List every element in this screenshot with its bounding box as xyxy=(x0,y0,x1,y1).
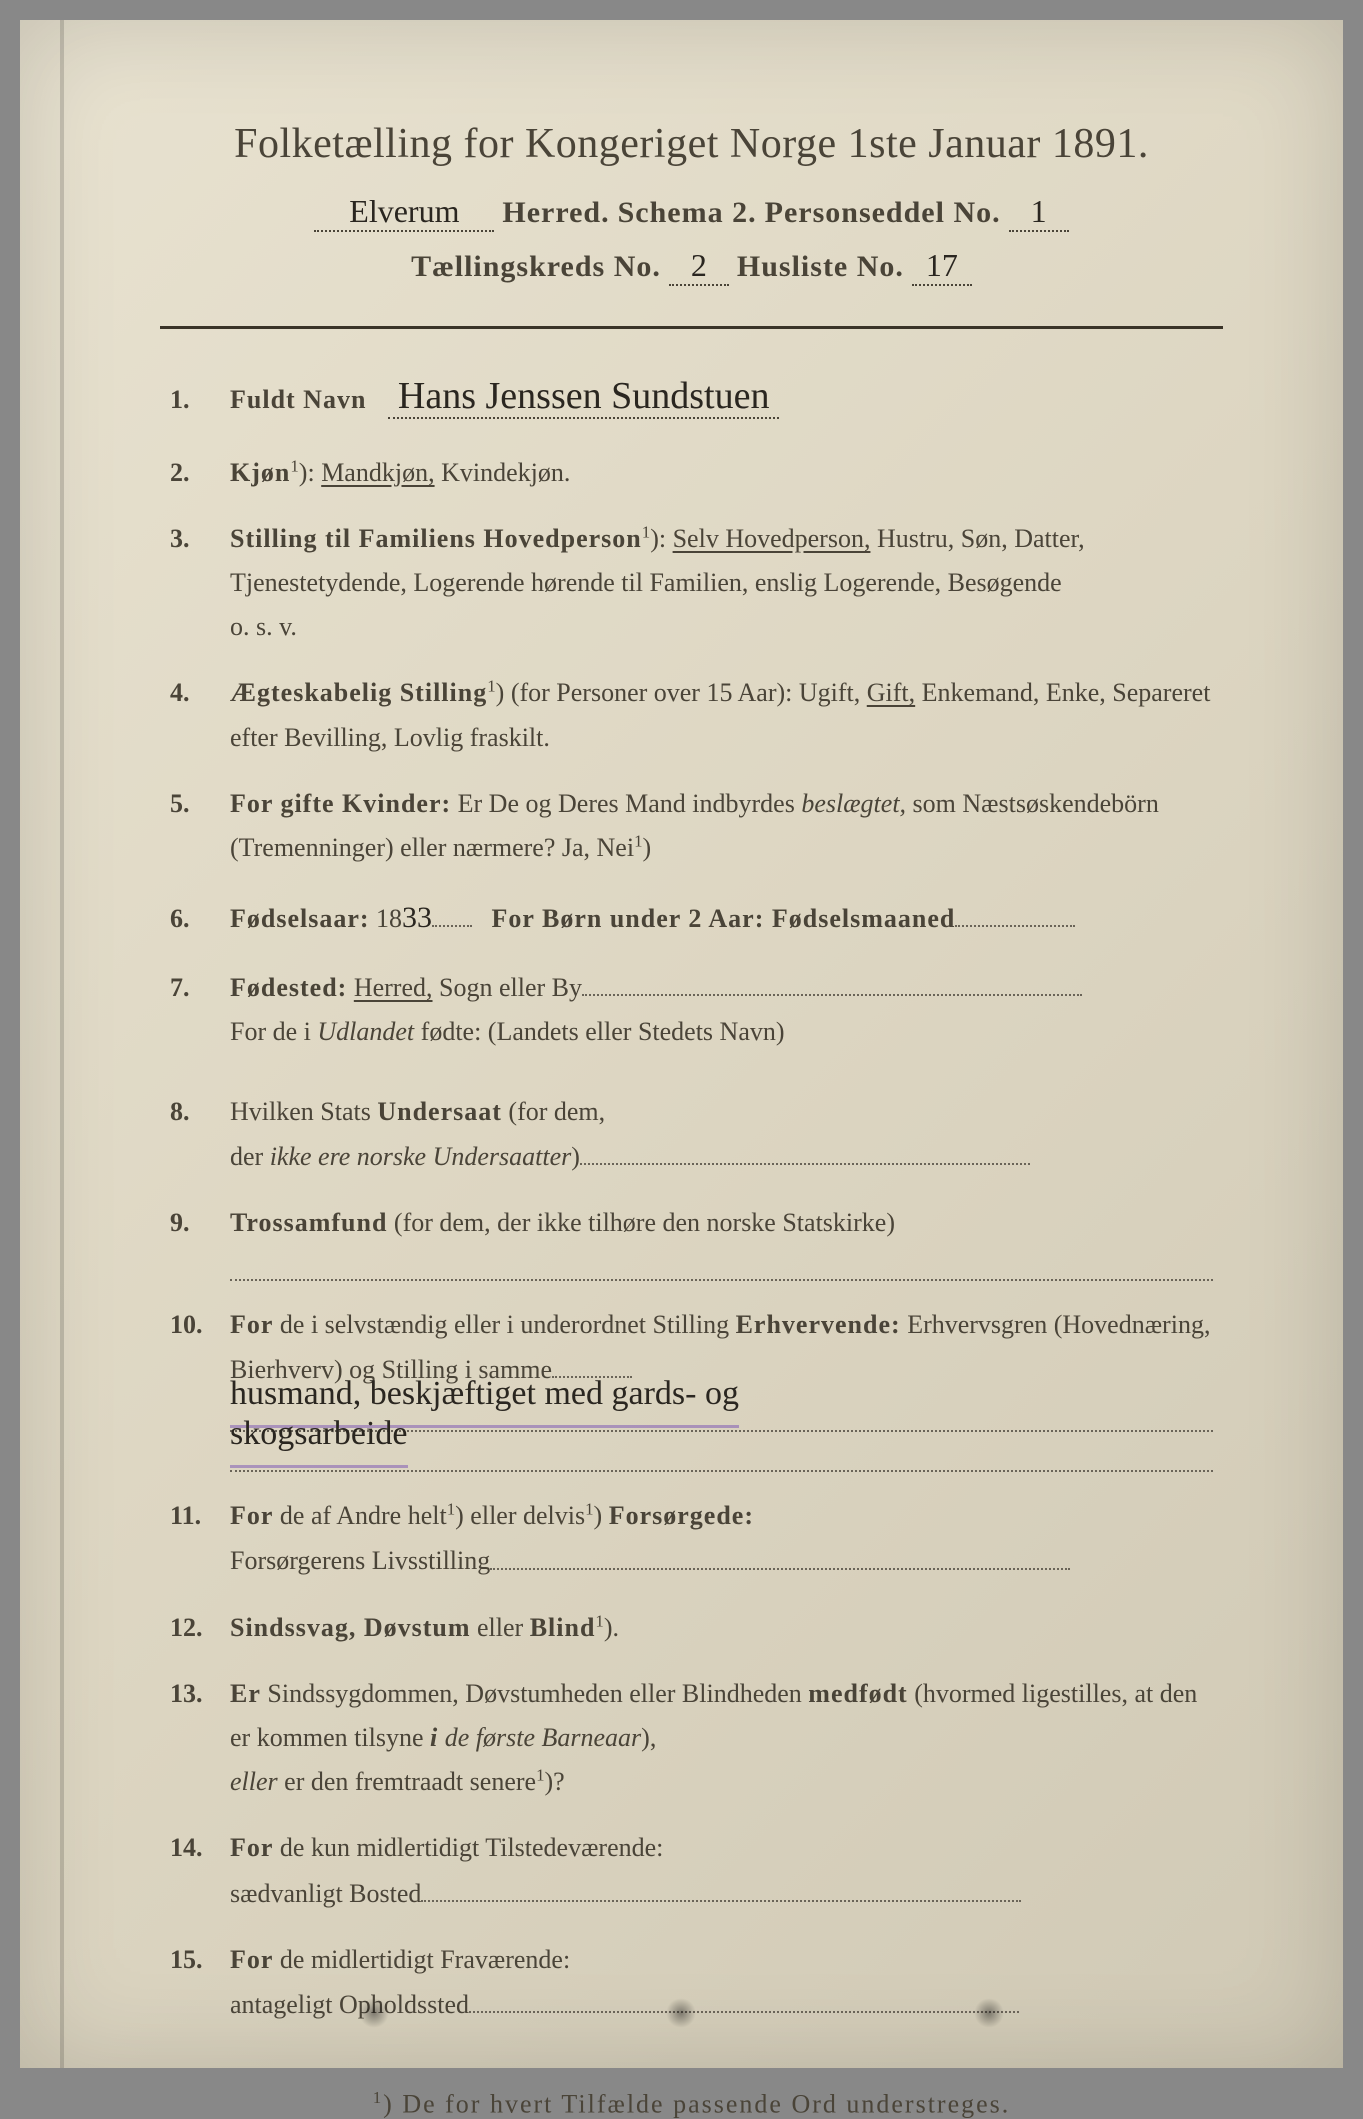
occupation-line-2: skogsarbeide xyxy=(230,1432,1213,1472)
header-divider xyxy=(160,326,1223,329)
position-selected: Selv Hovedperson, xyxy=(673,524,871,553)
herred-label: Herred. xyxy=(502,196,609,230)
num-6: 6. xyxy=(170,897,230,941)
form-header: Folketælling for Kongeriget Norge 1ste J… xyxy=(160,120,1223,286)
footnote: 1) De for hvert Tilfælde passende Ord un… xyxy=(160,2088,1223,2119)
num-14: 14. xyxy=(170,1826,230,1870)
row-11: 11. For de af Andre helt1) eller delvis1… xyxy=(170,1494,1213,1584)
num-2: 2. xyxy=(170,451,230,495)
label-6: Fødselsaar: xyxy=(230,904,370,933)
row-10: 10. For de i selvstændig eller i underor… xyxy=(170,1303,1213,1473)
label-3: Stilling til Familiens Hovedperson xyxy=(230,524,642,553)
row-8: 8. Hvilken Stats Undersaat (for dem, der… xyxy=(170,1090,1213,1180)
occupation-value-2: skogsarbeide xyxy=(230,1405,408,1468)
name-value: Hans Jenssen Sundstuen xyxy=(388,375,780,419)
kreds-value: 2 xyxy=(669,247,729,286)
num-4: 4. xyxy=(170,671,230,715)
row-4: 4. Ægteskabelig Stilling1) (for Personer… xyxy=(170,671,1213,759)
row-6: 6. Fødselsaar: 1833 For Børn under 2 Aar… xyxy=(170,892,1213,943)
row-3: 3. Stilling til Familiens Hovedperson1):… xyxy=(170,517,1213,650)
row-2: 2. Kjøn1): Mandkjøn, Kvindekjøn. xyxy=(170,451,1213,495)
row-9: 9. Trossamfund (for dem, der ikke tilhør… xyxy=(170,1201,1213,1280)
num-12: 12. xyxy=(170,1606,230,1650)
num-9: 9. xyxy=(170,1201,230,1245)
tear-icon xyxy=(974,1998,1004,2028)
label-2: Kjøn xyxy=(230,458,290,487)
tear-icon xyxy=(359,1998,389,2028)
marital-selected: Gift, xyxy=(867,678,915,707)
num-1: 1. xyxy=(170,378,230,422)
num-15: 15. xyxy=(170,1938,230,1982)
header-line-3: Tællingskreds No. 2 Husliste No. 17 xyxy=(160,247,1223,286)
row-7: 7. Fødested: Herred, Sogn eller By For d… xyxy=(170,965,1213,1055)
num-5: 5. xyxy=(170,782,230,826)
gender-selected: Mandkjøn, xyxy=(321,458,434,487)
husliste-value: 17 xyxy=(912,247,972,286)
husliste-label: Husliste No. xyxy=(737,250,904,284)
form-body: 1. Fuldt Navn Hans Jenssen Sundstuen 2. … xyxy=(160,364,1223,2028)
census-form-page: Folketælling for Kongeriget Norge 1ste J… xyxy=(20,20,1343,2068)
header-line-2: Elverum Herred. Schema 2. Personseddel N… xyxy=(160,193,1223,232)
num-3: 3. xyxy=(170,517,230,561)
row-13: 13. Er Sindssygdommen, Døvstumheden elle… xyxy=(170,1672,1213,1805)
row-5: 5. For gifte Kvinder: Er De og Deres Man… xyxy=(170,782,1213,870)
personseddel-label: Personseddel No. xyxy=(765,196,1001,230)
tear-marks xyxy=(20,1998,1343,2028)
form-title: Folketælling for Kongeriget Norge 1ste J… xyxy=(160,120,1223,168)
kreds-label: Tællingskreds No. xyxy=(411,250,661,284)
birth-year: 33 xyxy=(402,901,432,934)
row-1: 1. Fuldt Navn Hans Jenssen Sundstuen xyxy=(170,364,1213,429)
label-4: Ægteskabelig Stilling xyxy=(230,678,487,707)
label-7: Fødested: xyxy=(230,973,347,1002)
row-12: 12. Sindssvag, Døvstum eller Blind1). xyxy=(170,1606,1213,1650)
herred-value: Elverum xyxy=(314,193,494,232)
num-11: 11. xyxy=(170,1494,230,1538)
num-7: 7. xyxy=(170,966,230,1010)
label-9: Trossamfund xyxy=(230,1208,387,1237)
num-8: 8. xyxy=(170,1090,230,1134)
num-13: 13. xyxy=(170,1672,230,1716)
label-1: Fuldt Navn xyxy=(230,385,366,414)
row-14: 14. For de kun midlertidigt Tilstedevære… xyxy=(170,1826,1213,1916)
num-10: 10. xyxy=(170,1303,230,1347)
birthplace-selected: Herred, xyxy=(354,973,433,1002)
schema-label: Schema 2. xyxy=(618,196,757,230)
tear-icon xyxy=(666,1998,696,2028)
personseddel-value: 1 xyxy=(1009,193,1069,232)
label-5: For gifte Kvinder: xyxy=(230,789,451,818)
